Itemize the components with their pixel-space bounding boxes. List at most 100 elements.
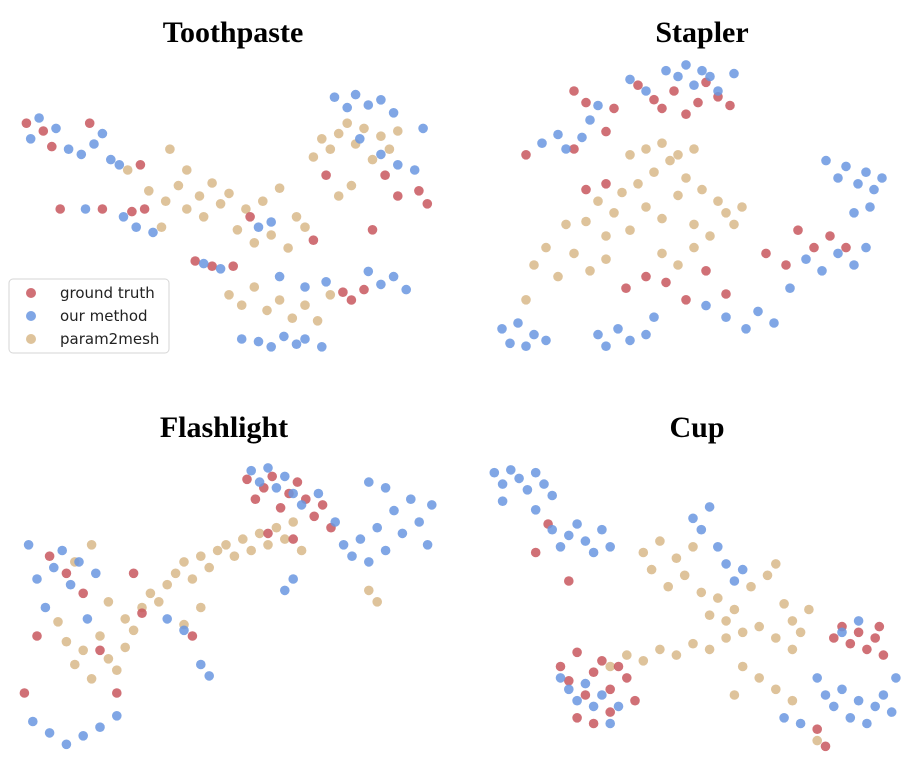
point-ground-truth [588, 667, 599, 677]
point-our-method [338, 540, 349, 550]
point-our-method [861, 242, 871, 253]
point-our-method [605, 718, 615, 729]
point-param2mesh [393, 126, 403, 136]
point-our-method [321, 277, 331, 287]
point-our-method [605, 542, 615, 552]
point-param2mesh [236, 300, 247, 311]
point-our-method [28, 716, 38, 727]
point-our-method [821, 155, 831, 166]
point-our-method [74, 557, 84, 567]
point-param2mesh [103, 597, 114, 607]
point-our-method [388, 108, 399, 118]
point-param2mesh [622, 650, 632, 660]
point-param2mesh [162, 579, 172, 590]
point-ground-truth [61, 568, 72, 579]
point-param2mesh [705, 231, 715, 241]
point-param2mesh [679, 570, 690, 581]
point-our-method [372, 522, 383, 533]
point-our-method [721, 312, 731, 323]
point-our-method [833, 248, 843, 259]
point-ground-truth [55, 204, 65, 214]
point-our-method [76, 149, 87, 160]
point-our-method [505, 338, 515, 349]
point-param2mesh [729, 604, 740, 615]
point-our-method [641, 329, 651, 340]
point-ground-truth [701, 266, 711, 276]
point-our-method [521, 341, 531, 352]
point-param2mesh [804, 604, 814, 615]
point-our-method [198, 258, 209, 269]
point-our-method [376, 149, 386, 160]
point-ground-truth [275, 503, 286, 513]
legend-marker-ground-truth [26, 288, 36, 298]
point-our-method [649, 312, 659, 323]
point-param2mesh [529, 260, 539, 270]
point-param2mesh [215, 199, 226, 209]
point-param2mesh [376, 131, 386, 141]
point-ground-truth [572, 647, 582, 658]
point-param2mesh [182, 165, 192, 175]
point-ground-truth [78, 588, 88, 599]
point-our-method [89, 139, 99, 149]
point-param2mesh [657, 213, 667, 224]
point-param2mesh [541, 242, 551, 253]
point-our-method [313, 488, 324, 499]
point-our-method [409, 165, 420, 175]
point-param2mesh [372, 597, 383, 607]
point-ground-truth [793, 225, 803, 235]
point-ground-truth [878, 650, 889, 660]
point-our-method [506, 465, 516, 475]
point-param2mesh [274, 295, 285, 305]
point-ground-truth [308, 235, 319, 245]
point-param2mesh [771, 559, 781, 569]
point-param2mesh [696, 587, 707, 598]
point-our-method [364, 557, 374, 567]
point-our-method [661, 65, 671, 76]
point-our-method [389, 505, 399, 516]
point-our-method [162, 614, 172, 624]
point-our-method [853, 616, 864, 626]
point-ground-truth [112, 688, 122, 698]
point-our-method [865, 202, 875, 212]
panel-title: Flashlight [160, 411, 288, 444]
point-param2mesh [737, 202, 747, 212]
point-param2mesh [187, 574, 198, 584]
point-ground-truth [367, 225, 378, 235]
point-our-method [497, 324, 507, 334]
point-param2mesh [569, 248, 579, 259]
point-ground-truth [661, 277, 671, 288]
point-ground-truth [288, 534, 299, 544]
point-our-method [40, 602, 51, 613]
point-ground-truth [530, 547, 541, 558]
point-ground-truth [564, 576, 574, 586]
point-our-method [613, 324, 623, 334]
point-our-method [253, 336, 264, 347]
point-param2mesh [249, 282, 260, 292]
point-our-method [397, 528, 408, 539]
point-ground-truth [605, 684, 615, 695]
point-ground-truth [633, 80, 643, 90]
point-param2mesh [638, 547, 649, 558]
point-ground-truth [601, 126, 611, 137]
point-our-method [845, 713, 856, 723]
scatter-points [489, 465, 901, 752]
point-our-method [414, 517, 425, 527]
point-our-method [522, 485, 533, 495]
point-param2mesh [754, 673, 764, 683]
point-ground-truth [761, 248, 771, 259]
point-our-method [737, 564, 748, 575]
point-param2mesh [212, 545, 223, 556]
point-our-method [266, 342, 277, 352]
point-param2mesh [61, 636, 72, 647]
point-our-method [80, 204, 91, 214]
point-param2mesh [812, 735, 822, 746]
point-param2mesh [170, 568, 181, 579]
point-our-method [588, 701, 599, 712]
point-param2mesh [593, 196, 603, 206]
point-our-method [673, 71, 683, 82]
point-param2mesh [86, 674, 97, 684]
point-param2mesh [384, 144, 395, 154]
point-param2mesh [737, 627, 748, 638]
point-our-method [364, 477, 374, 487]
